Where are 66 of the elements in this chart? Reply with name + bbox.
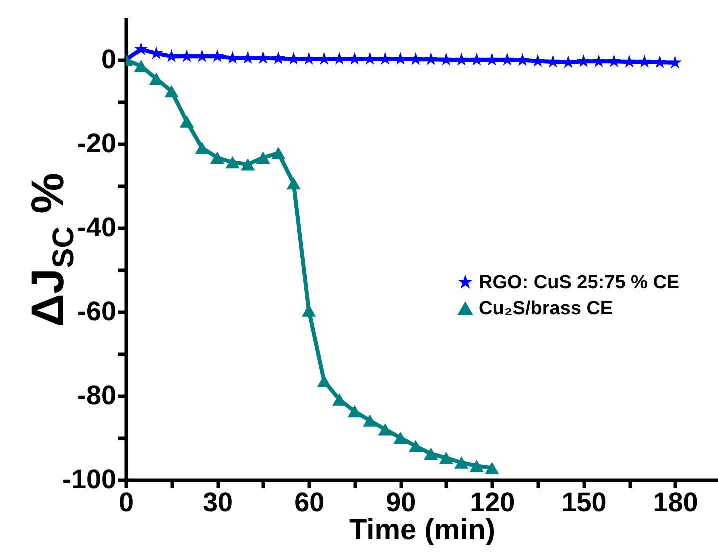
x-tick-label: 120 <box>470 488 516 518</box>
y-tick-label: -40 <box>77 212 116 242</box>
point <box>164 85 179 98</box>
point <box>332 52 346 65</box>
point <box>409 52 423 66</box>
point <box>272 147 286 160</box>
point <box>286 177 301 190</box>
point <box>241 51 255 64</box>
x-tick-label: 180 <box>653 488 698 518</box>
point <box>195 142 210 154</box>
y-tick-label: 0 <box>101 44 116 74</box>
y-tick-label: -60 <box>77 296 116 326</box>
point <box>256 152 270 164</box>
point <box>348 405 362 418</box>
point <box>638 55 652 68</box>
point <box>378 52 392 65</box>
point <box>196 50 210 62</box>
point <box>302 52 316 65</box>
point <box>424 52 438 66</box>
point <box>378 423 392 436</box>
x-tick-label: 30 <box>203 488 234 518</box>
point <box>424 448 438 460</box>
point <box>668 56 682 69</box>
point <box>180 50 194 62</box>
point <box>394 52 408 65</box>
y-tick-label: -80 <box>77 380 116 410</box>
point <box>470 52 484 66</box>
point <box>226 156 240 169</box>
point <box>318 52 332 65</box>
point <box>439 452 454 464</box>
point <box>516 53 530 66</box>
x-tick-label: 150 <box>562 488 607 518</box>
point <box>470 460 484 472</box>
legend-label: RGO: CuS 25:75 % CE <box>479 272 680 294</box>
point <box>272 52 286 64</box>
point <box>562 55 576 68</box>
point <box>440 52 454 66</box>
point <box>394 432 408 444</box>
point <box>210 152 225 164</box>
point <box>653 55 667 68</box>
point <box>317 375 332 388</box>
point <box>240 158 256 171</box>
point <box>180 116 194 128</box>
point <box>500 52 514 66</box>
point <box>608 54 621 68</box>
point <box>134 42 148 56</box>
point <box>592 54 606 68</box>
y-tick-label: -100 <box>62 464 116 494</box>
point <box>210 50 224 62</box>
y-tick-label: -20 <box>77 128 116 158</box>
point <box>485 462 500 474</box>
point <box>577 54 590 68</box>
point <box>546 55 560 68</box>
point <box>454 456 469 469</box>
point <box>256 51 270 64</box>
x-tick-label: 90 <box>386 488 416 518</box>
point <box>454 52 468 66</box>
x-axis-title: Time (min) <box>349 514 496 546</box>
point <box>348 52 362 65</box>
point <box>485 52 499 66</box>
legend-label: Cu₂S/brass CE <box>479 298 614 320</box>
point <box>363 52 377 65</box>
point <box>408 440 423 453</box>
point <box>363 414 378 427</box>
point <box>622 55 636 68</box>
x-tick-label: 60 <box>294 488 325 518</box>
